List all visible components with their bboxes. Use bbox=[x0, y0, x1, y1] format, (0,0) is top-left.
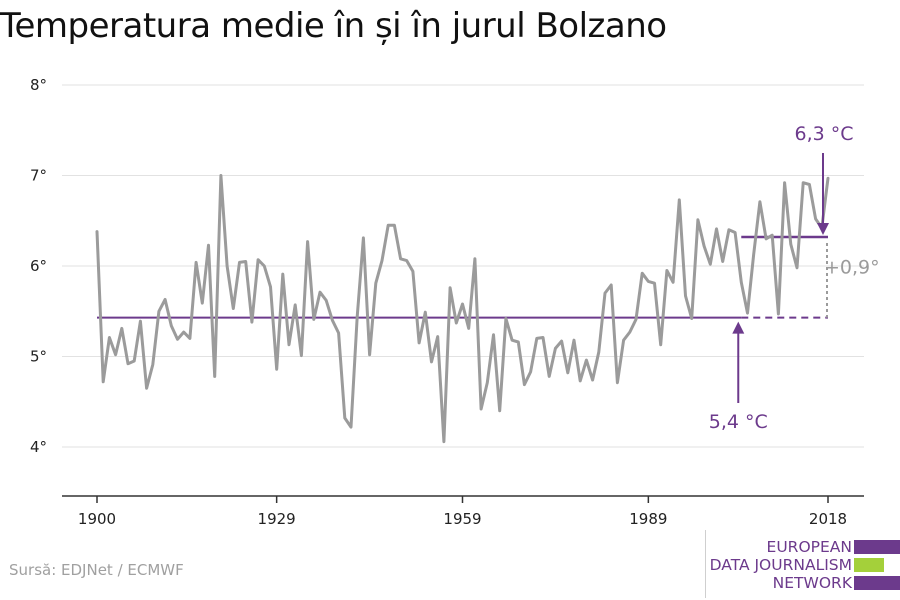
x-tick-label: 1900 bbox=[78, 510, 116, 528]
annotations: 6,3 °C 5,4 °C +0,9° bbox=[709, 123, 880, 433]
temperature-series-line bbox=[95, 174, 830, 444]
y-tick-label: 8° bbox=[30, 76, 47, 94]
recent-mean-label: 6,3 °C bbox=[794, 123, 853, 145]
logo-line-1: EUROPEAN bbox=[766, 538, 852, 556]
x-tick-label: 1989 bbox=[629, 510, 667, 528]
x-tick-label: 2018 bbox=[809, 510, 847, 528]
recent-mean-arrow-head bbox=[817, 223, 829, 236]
logo-divider bbox=[705, 530, 706, 598]
x-tick-label: 1959 bbox=[443, 510, 481, 528]
logo-line-3: NETWORK bbox=[772, 574, 852, 592]
y-tick-label: 4° bbox=[30, 438, 47, 456]
logo-line-2: DATA JOURNALISM bbox=[709, 556, 852, 574]
y-tick-label: 6° bbox=[30, 257, 47, 275]
x-tick-label: 1929 bbox=[258, 510, 296, 528]
x-axis: 1900 1929 1959 1989 2018 bbox=[62, 495, 864, 528]
reference-mean-label: 5,4 °C bbox=[709, 411, 768, 433]
difference-label: +0,9° bbox=[824, 256, 880, 278]
logo-bar-2 bbox=[854, 558, 884, 572]
source-note: Sursă: EDJNet / ECMWF bbox=[9, 561, 184, 579]
y-tick-label: 5° bbox=[30, 348, 47, 366]
chart-title: Temperatura medie în și în jurul Bolzano bbox=[0, 6, 667, 46]
edjnet-logo: EUROPEAN DATA JOURNALISM NETWORK bbox=[705, 530, 900, 600]
y-tick-label: 7° bbox=[30, 167, 47, 185]
series-layer bbox=[95, 174, 830, 444]
logo-bar-3 bbox=[854, 576, 900, 590]
reference-arrow-head bbox=[732, 321, 745, 334]
logo-bar-1 bbox=[854, 540, 900, 554]
